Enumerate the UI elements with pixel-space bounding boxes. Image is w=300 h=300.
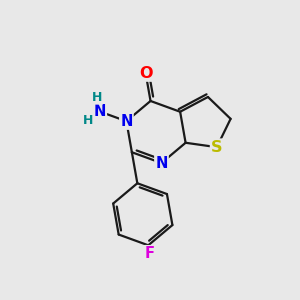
Text: N: N <box>120 114 133 129</box>
Text: S: S <box>211 140 223 155</box>
Text: H: H <box>92 91 102 103</box>
Text: O: O <box>139 66 152 81</box>
Text: F: F <box>145 246 155 261</box>
Text: N: N <box>94 104 106 119</box>
Text: H: H <box>83 114 94 127</box>
Text: N: N <box>155 155 168 170</box>
